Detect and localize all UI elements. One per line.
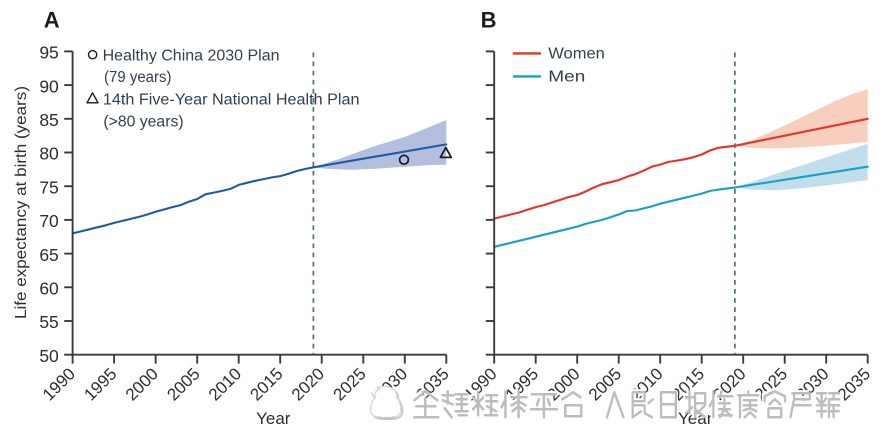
svg-text:14th Five-Year National Health: 14th Five-Year National Health Plan bbox=[103, 91, 360, 108]
svg-text:Healthy China 2030 Plan: Healthy China 2030 Plan bbox=[103, 47, 280, 64]
svg-text:75: 75 bbox=[39, 177, 58, 197]
svg-text:50: 50 bbox=[39, 346, 59, 366]
svg-text:95: 95 bbox=[39, 43, 58, 63]
svg-text:80: 80 bbox=[39, 144, 59, 164]
svg-text:(>80 years): (>80 years) bbox=[103, 113, 183, 130]
svg-text:Life expectancy at birth (year: Life expectancy at birth (years) bbox=[13, 86, 30, 319]
svg-text:60: 60 bbox=[39, 279, 59, 299]
svg-text:70: 70 bbox=[39, 211, 59, 231]
svg-text:B: B bbox=[481, 8, 497, 33]
svg-text:(79 years): (79 years) bbox=[104, 69, 172, 86]
svg-text:90: 90 bbox=[39, 76, 59, 96]
svg-text:Women: Women bbox=[548, 45, 605, 62]
svg-text:Men: Men bbox=[548, 68, 585, 85]
svg-text:A: A bbox=[44, 8, 60, 33]
svg-text:Year: Year bbox=[256, 409, 291, 428]
svg-text:55: 55 bbox=[39, 312, 58, 332]
svg-text:85: 85 bbox=[39, 110, 58, 130]
svg-text:65: 65 bbox=[39, 245, 58, 265]
